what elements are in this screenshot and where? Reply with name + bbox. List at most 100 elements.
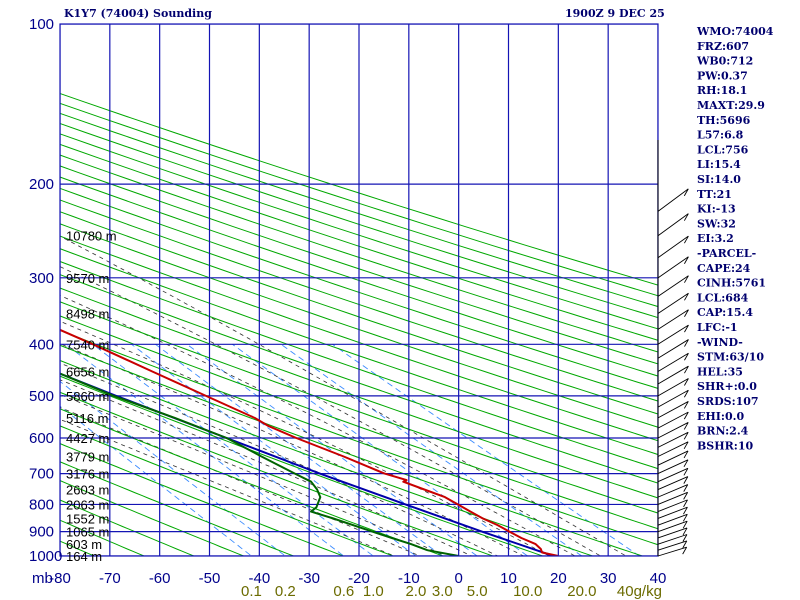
index-line-3: PW:0.37 [697,69,748,82]
index-line-15: -PARCEL- [697,247,756,260]
index-line-7: L57:6.8 [697,129,744,142]
height-label-900: 1065 m [66,525,109,540]
dry-adiabat-290 [60,375,545,556]
index-line-20: LFC:-1 [697,321,738,334]
dry-adiabat-320 [60,329,658,546]
height-label-850: 1552 m [66,511,109,526]
moist-adiabat-0 [60,393,447,556]
temperature-label-10: 10 [500,570,517,587]
height-label-600: 4427 m [66,431,109,446]
dry-adiabat-440 [60,176,658,377]
temperature-label--30: -30 [298,570,320,587]
wind-barb-flag [682,527,688,536]
index-line-4: RH:18.1 [697,84,747,97]
wind-barb [657,339,689,359]
height-label-250: 10780 m [66,229,117,244]
pressure-unit-label: mb [32,570,53,587]
mixing-ratio-label-7: 10.0 [513,583,542,600]
wind-barb-flag [684,275,689,283]
index-line-10: SI:14.0 [697,173,741,186]
index-line-22: STM:63/10 [697,351,764,364]
wind-profile [657,140,689,557]
mixing-ratio-line-0.1 [60,405,253,556]
index-line-8: LCL:756 [697,143,749,156]
index-line-25: SRDS:107 [697,395,759,408]
temperature-label--40: -40 [248,570,270,587]
wind-barb [657,546,687,557]
dry-adiabat-370 [60,260,658,470]
dry-adiabat-380 [60,248,658,456]
moist-adiabat-25 [60,294,576,556]
wind-barb [657,213,689,237]
mixing-ratio-label-5: 3.0 [432,583,453,600]
wind-barb [657,389,689,408]
pressure-label-300: 300 [29,270,54,287]
wind-barb-flag [682,540,688,549]
wind-barb [657,441,689,457]
index-line-11: TT:21 [697,188,732,201]
mixing-ratio-line-40 [332,343,641,556]
mixing-ratio-line-5 [186,343,478,556]
pressure-label-800: 800 [29,496,54,513]
dry-adiabat-510 [60,102,658,297]
pressure-label-600: 600 [29,430,54,447]
index-line-21: -WIND- [697,336,743,349]
wind-barb [657,365,689,385]
wind-barb-flag [682,534,688,542]
dry-adiabat-450 [60,165,658,365]
dry-adiabat-210 [60,519,146,556]
wind-barb-flag [684,324,689,333]
height-label-300: 9570 m [66,271,109,286]
index-line-0: WMO:74004 [696,25,774,38]
temperature-label--80: -80 [49,570,71,587]
mixing-ratio-label-0: 0.1 [241,583,262,600]
wind-barb [657,459,689,475]
wind-barb-flag [683,411,689,420]
wind-barb-flag [683,499,688,508]
dry-adiabat-350 [60,287,658,499]
temperature-label--70: -70 [99,570,121,587]
temperature-label--50: -50 [199,570,221,587]
height-label-500: 5860 m [66,389,109,404]
wind-barb-flag [683,213,689,221]
height-label-950: 603 m [66,537,102,552]
wind-barb-flag [683,450,689,459]
moist-adiabat-30 [60,266,602,556]
dry-adiabat-340 [60,301,658,514]
wind-barb-flag [683,468,689,476]
wind-barb [657,534,688,545]
temperature-label-40: 40 [650,570,667,587]
wind-barb [657,378,689,397]
chart-datetime: 1900Z 9 DEC 25 [565,7,665,20]
wind-barb-flag [684,365,689,374]
wind-barb-flag [684,293,689,301]
temperature-labels: -80 -70 -60 -50 -40 -30 -20 -10 0 10 20 30 40 mb [32,570,666,587]
dry-adiabat-460 [60,154,658,353]
isotherm-lines [60,24,658,556]
wind-barb-flag [683,459,689,468]
wind-barb [657,411,689,429]
mixing-ratio-line-2 [131,343,417,556]
wind-barb [657,309,689,330]
dry-adiabat-300 [60,359,595,556]
wind-barb [657,352,689,372]
mixing-ratio-label-8: 20.0 [567,583,596,600]
dry-adiabat-430 [60,187,658,389]
dewpoint-line [60,372,459,556]
temperature-label--10: -10 [398,570,420,587]
index-line-2: WB0:712 [696,55,753,68]
index-line-26: EHI:0.0 [697,410,744,423]
pressure-label-500: 500 [29,388,54,405]
dry-adiabat-470 [60,143,658,341]
dry-adiabat-520 [60,93,658,286]
dry-adiabat-480 [60,133,658,330]
wind-barb [657,292,689,314]
chart-title: K1Y7 (74004) Sounding [64,7,212,20]
wind-barb [657,476,688,490]
pressure-label-900: 900 [29,524,54,541]
mixing-ratio-label-6: 5.0 [467,583,488,600]
index-line-14: EI:3.2 [697,232,734,245]
wind-barb [657,324,689,345]
